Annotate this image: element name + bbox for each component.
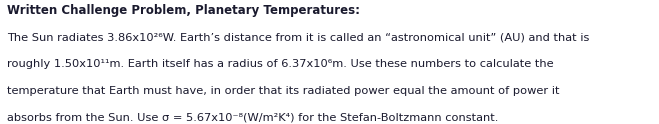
Text: roughly 1.50x10¹¹m. Earth itself has a radius of 6.37x10⁶m. Use these numbers to: roughly 1.50x10¹¹m. Earth itself has a r…: [7, 59, 553, 69]
Text: absorbs from the Sun. Use σ = 5.67x10⁻⁸(W/m²K⁴) for the Stefan-Boltzmann constan: absorbs from the Sun. Use σ = 5.67x10⁻⁸(…: [7, 112, 498, 122]
Text: The Sun radiates 3.86x10²⁶W. Earth’s distance from it is called an “astronomical: The Sun radiates 3.86x10²⁶W. Earth’s dis…: [7, 32, 589, 42]
Text: Written Challenge Problem, Planetary Temperatures:: Written Challenge Problem, Planetary Tem…: [7, 4, 360, 17]
Text: temperature that Earth must have, in order that its radiated power equal the amo: temperature that Earth must have, in ord…: [7, 86, 559, 96]
